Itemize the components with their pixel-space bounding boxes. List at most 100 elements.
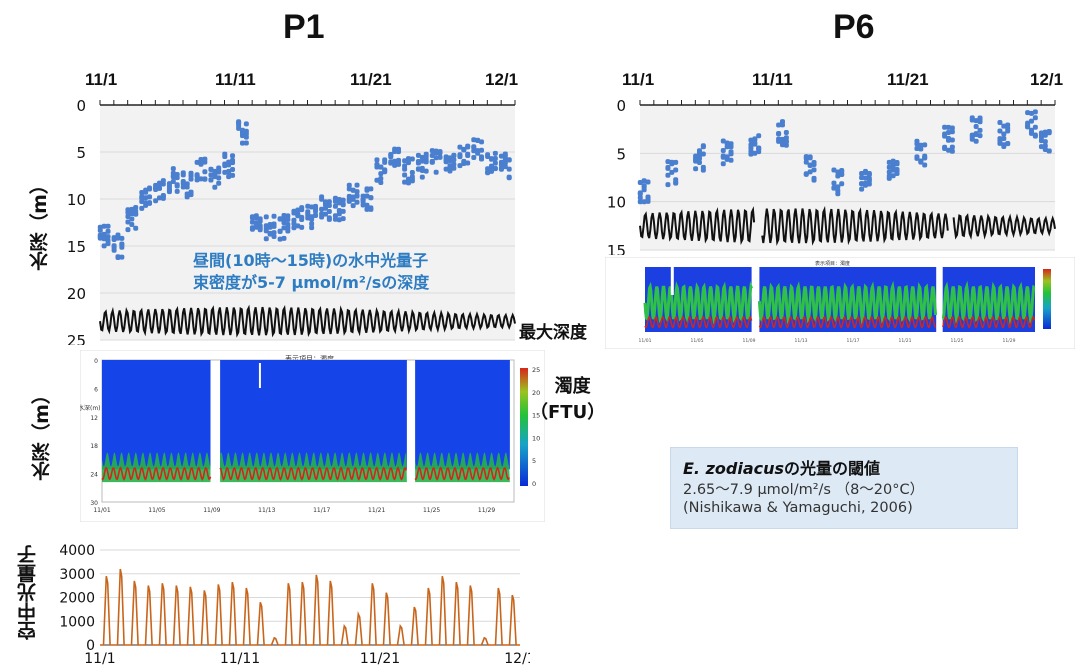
p1-data-point: [143, 195, 149, 201]
p1-data-point: [402, 179, 408, 185]
p1-data-point: [257, 223, 263, 229]
p6-data-point: [752, 136, 758, 142]
p1-data-point: [405, 176, 411, 182]
p1-data-point: [111, 243, 117, 249]
p1-ytick-label: 10: [67, 191, 86, 209]
p1-ytick-label: 25: [67, 332, 86, 345]
turbidity-colorbar-tick: 0: [532, 480, 536, 488]
p1-data-point: [216, 175, 222, 181]
p6-data-point: [835, 184, 841, 190]
p6-data-point: [641, 184, 647, 190]
species-name: E. zodiacus: [683, 459, 785, 478]
p1-data-point: [409, 170, 415, 176]
p1-data-point: [485, 154, 491, 160]
p1-data-point: [419, 154, 425, 160]
p6-data-point: [1025, 120, 1031, 126]
p6-data-point: [696, 160, 702, 166]
p1-data-point: [239, 140, 245, 146]
turbidity-colorbar: [520, 368, 528, 486]
p1-data-point: [129, 211, 135, 217]
p1-data-point: [479, 155, 485, 161]
p1-data-point: [364, 206, 370, 212]
p1-data-point: [451, 157, 457, 163]
p6-data-point: [831, 185, 837, 191]
p6-data-point: [783, 130, 789, 136]
p1-data-point: [170, 179, 176, 185]
p1-data-point: [506, 166, 512, 172]
air-xtick-label: 12/1: [504, 651, 530, 667]
p6-data-point: [807, 155, 813, 161]
p6-turbidity-band: [757, 280, 938, 325]
p1-data-point: [378, 179, 384, 185]
p1-data-point: [475, 150, 481, 156]
p6-data-point: [922, 142, 928, 148]
p1-data-point: [340, 201, 346, 207]
p1-data-point: [101, 236, 107, 242]
p1-data-point: [299, 207, 305, 213]
p6-data-point: [696, 148, 702, 154]
p6-data-point: [665, 159, 671, 165]
p1-data-point: [346, 193, 352, 199]
p6-data-point: [918, 142, 924, 148]
p1-data-point: [285, 216, 291, 222]
p6-data-point: [977, 119, 983, 125]
p1-data-point: [156, 195, 162, 201]
p1-data-point: [492, 150, 498, 156]
p1-data-point: [447, 164, 453, 170]
p1-data-point: [249, 219, 255, 225]
p1-data-point: [257, 227, 263, 233]
p1-data-point: [443, 159, 449, 165]
p6-data-point: [673, 177, 679, 183]
p1-data-point: [415, 160, 421, 166]
p1-data-point: [451, 161, 457, 167]
p6-data-point: [839, 181, 845, 187]
p6-data-point: [890, 173, 896, 179]
p6-data-point: [973, 123, 979, 129]
p6-data-point: [665, 165, 671, 171]
p6-turbidity-xtick: 11/09: [743, 338, 756, 344]
air-ytick-label: 4000: [59, 543, 95, 559]
p1-data-point: [271, 230, 277, 236]
p1-data-point: [433, 169, 439, 175]
turbidity-colorbar-tick: 20: [532, 389, 540, 397]
p6-data-point: [1032, 115, 1038, 121]
p1-data-point: [409, 178, 415, 184]
p6-turbidity-xtick: 11/21: [899, 338, 912, 344]
p1-data-point: [368, 186, 374, 192]
p6-data-point: [641, 178, 647, 184]
p6-data-point: [637, 199, 643, 205]
p6-data-point: [807, 162, 813, 168]
p1-data-point: [243, 134, 249, 140]
p1-data-point: [392, 146, 398, 152]
p6-data-point: [1025, 110, 1031, 116]
p1-data-point: [139, 205, 145, 211]
p1-data-point: [222, 169, 228, 175]
p1-data-point: [184, 181, 190, 187]
p1-data-point: [147, 200, 153, 206]
p1-data-point: [451, 165, 457, 171]
p1-data-point: [226, 159, 232, 165]
p6-data-point: [859, 186, 865, 192]
turbidity-xtick: 11/13: [258, 507, 275, 514]
p1-data-point: [277, 236, 283, 242]
p6-data-point: [779, 141, 785, 147]
p1-data-point: [461, 159, 467, 165]
p1-data-point: [350, 203, 356, 209]
p1-data-point: [409, 156, 415, 162]
p6-turbidity-high-values: [644, 315, 753, 329]
p1-data-point: [188, 176, 194, 182]
p6-depth-chart: 0 5 10 15: [607, 97, 1056, 255]
p1-data-point: [378, 171, 384, 177]
p1-data-point: [419, 174, 425, 180]
p6-data-point: [942, 145, 948, 151]
p6-data-point: [1001, 123, 1007, 129]
p1-date-1: 11/1: [85, 70, 118, 89]
p6-data-point: [949, 125, 955, 131]
p1-data-point: [429, 148, 435, 154]
p1-data-point: [392, 162, 398, 168]
p6-data-point: [700, 144, 706, 150]
p1-ytick-label: 0: [76, 97, 86, 115]
p6-data-point: [977, 127, 983, 133]
p1-data-point: [139, 194, 145, 200]
p1-data-point: [364, 202, 370, 208]
